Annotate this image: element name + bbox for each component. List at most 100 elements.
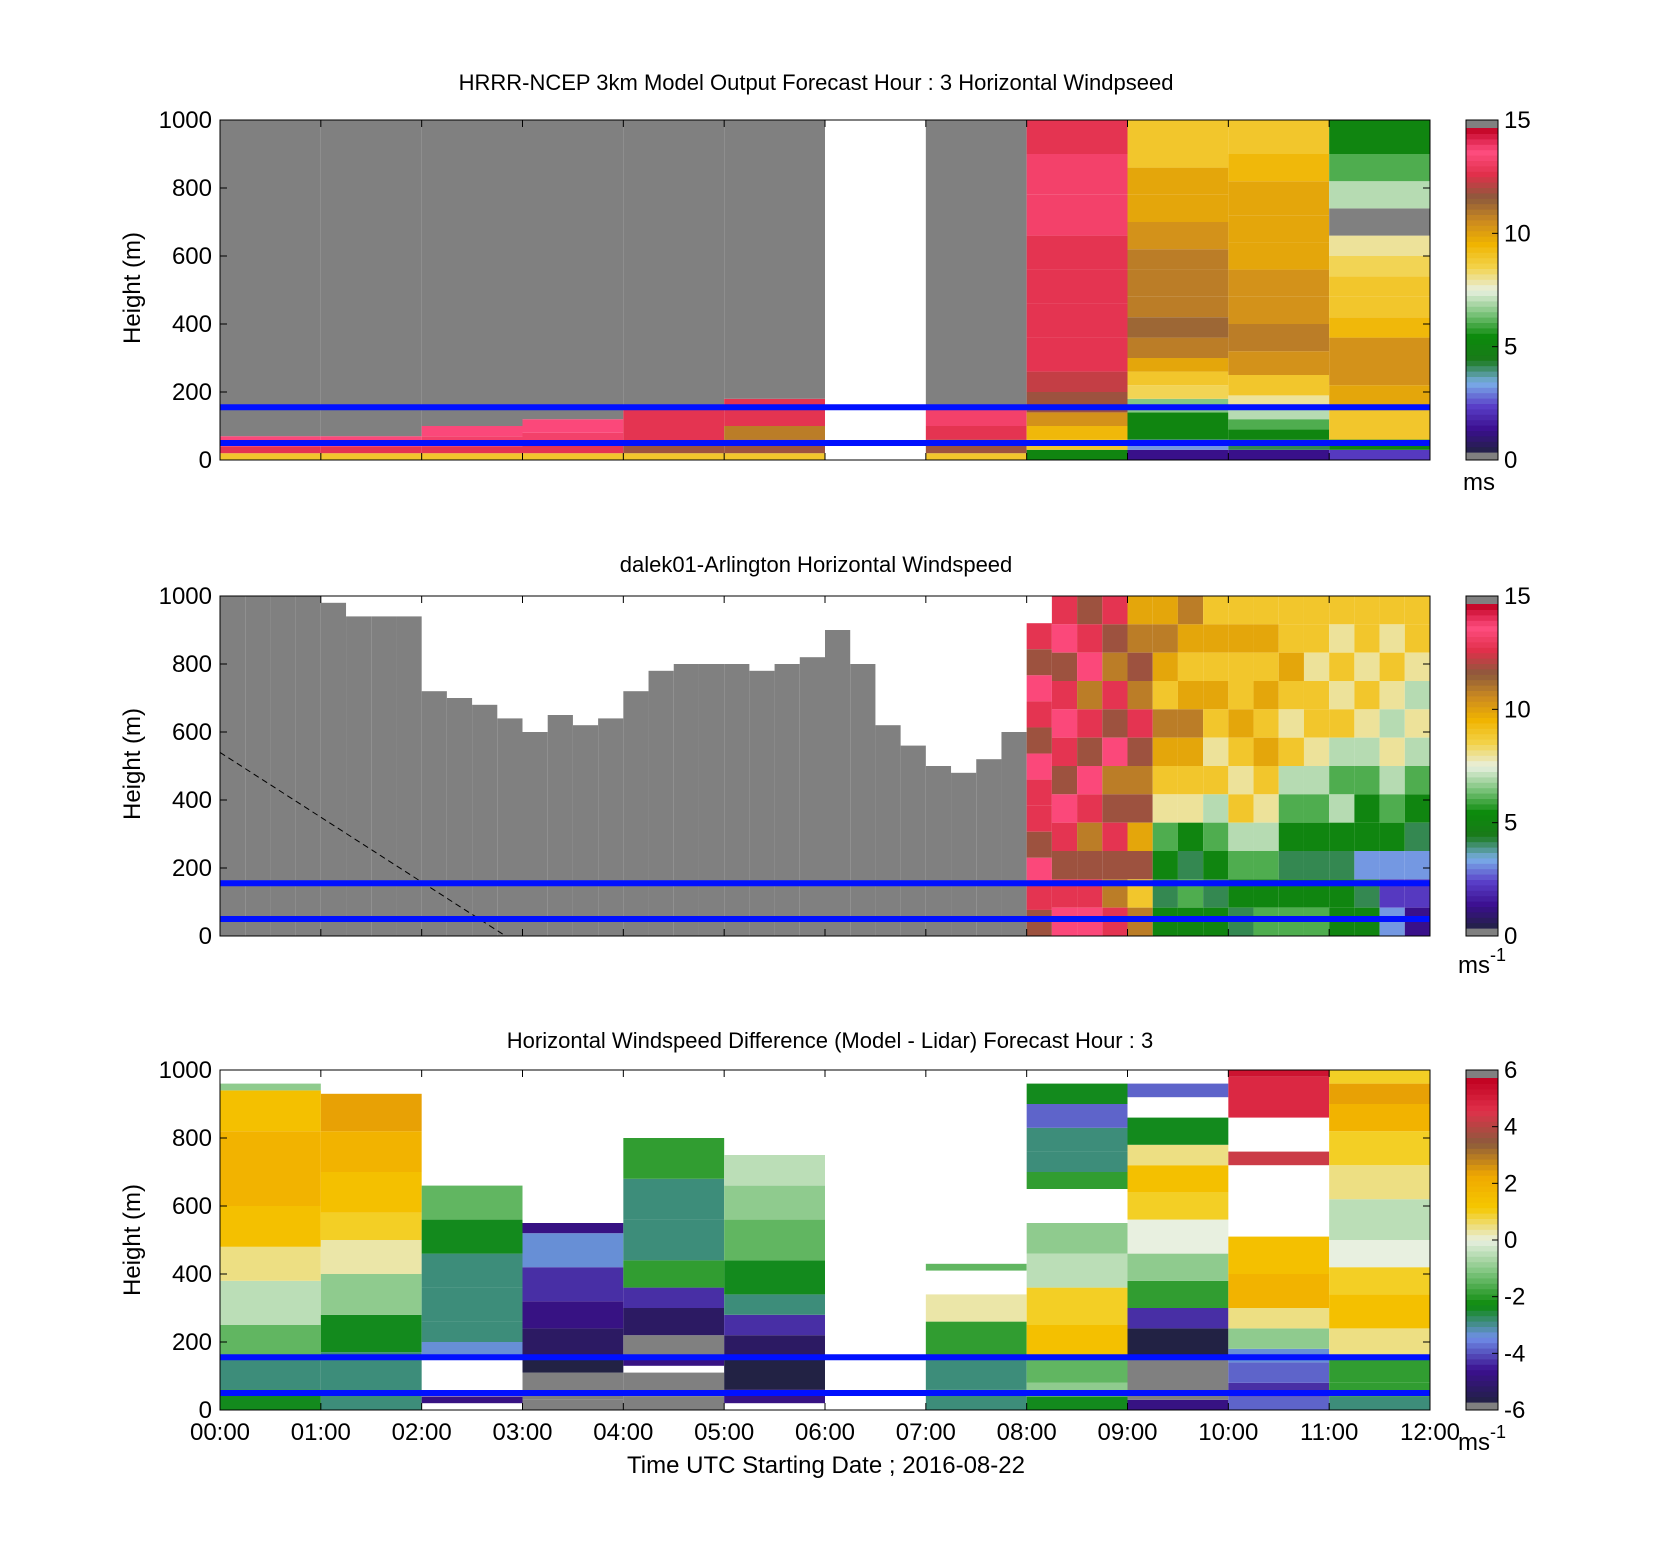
colorbar-swatch [1466, 387, 1498, 394]
heatmap-cell [1152, 822, 1178, 851]
colorbar-swatch [1466, 803, 1498, 810]
missing-data-cell [598, 718, 624, 936]
y-tick-label: 1000 [159, 583, 212, 610]
colorbar-swatch [1466, 236, 1498, 242]
heatmap-cell [724, 426, 825, 440]
colorbar-swatch [1466, 1191, 1498, 1198]
heatmap-cell [522, 453, 624, 460]
colorbar-swatch [1466, 1142, 1498, 1149]
heatmap-cell [1026, 1325, 1128, 1359]
heatmap-cell [1026, 120, 1128, 154]
colorbar-swatch [1466, 317, 1498, 323]
colorbar-tick-label: 10 [1504, 696, 1531, 723]
x-tick-label: 08:00 [997, 1419, 1057, 1446]
colorbar-swatch [1466, 760, 1498, 767]
heatmap-cell [1026, 1223, 1128, 1254]
heatmap-cell [1127, 596, 1153, 625]
axis-ticks: 0 200 400 600 800 1000 [159, 583, 1431, 950]
missing-data-cell [371, 616, 397, 936]
heatmap-cell [220, 1083, 321, 1091]
colorbar-tick-label: 5 [1504, 334, 1517, 361]
panel-difference: Horizontal Windspeed Difference (Model -… [119, 1028, 1525, 1456]
colorbar-swatch [1466, 419, 1498, 426]
heatmap-cell [1026, 371, 1128, 392]
heatmap-cell [1127, 249, 1229, 270]
colorbar-cap [1466, 120, 1498, 128]
missing-data-cell [1001, 732, 1027, 936]
colorbar-swatch [1466, 1110, 1498, 1117]
heatmap-cell [320, 1212, 422, 1240]
colorbar-swatch [1466, 187, 1498, 194]
heatmap-cell [1077, 596, 1103, 625]
colorbar-swatch [1466, 901, 1498, 907]
heatmap-cell [1127, 681, 1153, 710]
heatmap-cell [1329, 794, 1355, 823]
colorbar-swatch [1466, 776, 1498, 783]
heatmap-cell [220, 453, 321, 460]
heatmap-cell [1026, 1172, 1128, 1189]
colorbar-swatch [1466, 1115, 1498, 1122]
colorbar-swatch [1466, 1326, 1498, 1333]
colorbar-unit-label: ms-1 [1458, 945, 1506, 979]
colorbar-swatch [1466, 160, 1498, 167]
colorbar-swatch [1466, 668, 1498, 675]
colorbar-swatch [1466, 787, 1498, 794]
x-axis-title: Time UTC Starting Date ; 2016-08-22 [627, 1452, 1025, 1479]
heatmap-cell [421, 1219, 523, 1254]
heatmap-cell [320, 1240, 422, 1274]
colorbar-swatch [1466, 138, 1498, 145]
heatmap-cell [1051, 851, 1078, 880]
heatmap-cell [1228, 419, 1330, 430]
heatmap-cell [623, 1355, 725, 1366]
colorbar-swatch [1466, 647, 1498, 654]
heatmap-cell [1026, 1396, 1128, 1410]
y-tick-label: 600 [172, 243, 212, 270]
heatmap-cell [1228, 624, 1254, 653]
heatmap-cell [1152, 624, 1178, 653]
heatmap-cell [1329, 181, 1430, 209]
heatmap-cell [1329, 1328, 1430, 1359]
y-axis-label: Height (m) [119, 1184, 146, 1296]
colorbar-swatch [1466, 1137, 1498, 1144]
colorbar-swatch [1466, 739, 1498, 745]
colorbar-swatch [1466, 1331, 1498, 1338]
y-tick-label: 800 [172, 1125, 212, 1152]
heatmap-cell [1026, 1253, 1128, 1288]
colorbar-swatch [1466, 1261, 1498, 1268]
heatmap-cell [421, 120, 523, 426]
colorbar-swatch [1466, 685, 1498, 691]
x-tick-label: 03:00 [492, 1419, 552, 1446]
heatmap-cell [1379, 794, 1405, 823]
heatmap-cell [1228, 652, 1254, 681]
colorbar-swatch [1466, 171, 1498, 178]
panel-title: dalek01-Arlington Horizontal Windspeed [620, 552, 1013, 577]
heatmap-cell [1329, 208, 1430, 236]
x-tick-label: 09:00 [1097, 1419, 1157, 1446]
heatmap-cell [1329, 256, 1430, 277]
heatmap-cell [1253, 794, 1279, 823]
heatmap-cell [1228, 1328, 1330, 1349]
heatmap-cell [1203, 652, 1229, 681]
heatmap-cell [1303, 794, 1330, 823]
colorbar-swatch [1466, 911, 1498, 918]
heatmap-cell [1051, 596, 1078, 625]
heatmap-cell [1127, 1219, 1229, 1254]
heatmap-cell [1228, 1236, 1330, 1274]
colorbar-swatch [1466, 701, 1498, 708]
heatmap-cell [1127, 1165, 1229, 1193]
colorbar-swatch [1466, 1294, 1498, 1300]
missing-data-cell [648, 670, 674, 936]
heatmap-cell [1329, 851, 1355, 880]
missing-data-cell [245, 596, 271, 936]
heatmap-cell [1404, 851, 1430, 880]
missing-data-cell [522, 732, 548, 936]
heatmap-cell [1203, 851, 1229, 880]
heatmap-cell [1127, 412, 1229, 426]
heatmap-cell [1127, 1308, 1229, 1329]
heatmap-cell [1329, 276, 1430, 297]
heatmap-cell [1177, 822, 1204, 851]
heatmap-cell [925, 426, 1027, 440]
heatmap-cell [925, 1321, 1027, 1356]
colorbar-swatch [1466, 609, 1498, 616]
heatmap-cell [1152, 766, 1178, 795]
